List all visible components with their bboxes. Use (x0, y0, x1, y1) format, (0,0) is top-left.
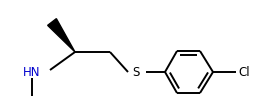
Text: Cl: Cl (238, 66, 250, 79)
Text: S: S (132, 66, 140, 79)
Text: HN: HN (23, 66, 41, 79)
Polygon shape (48, 19, 75, 52)
